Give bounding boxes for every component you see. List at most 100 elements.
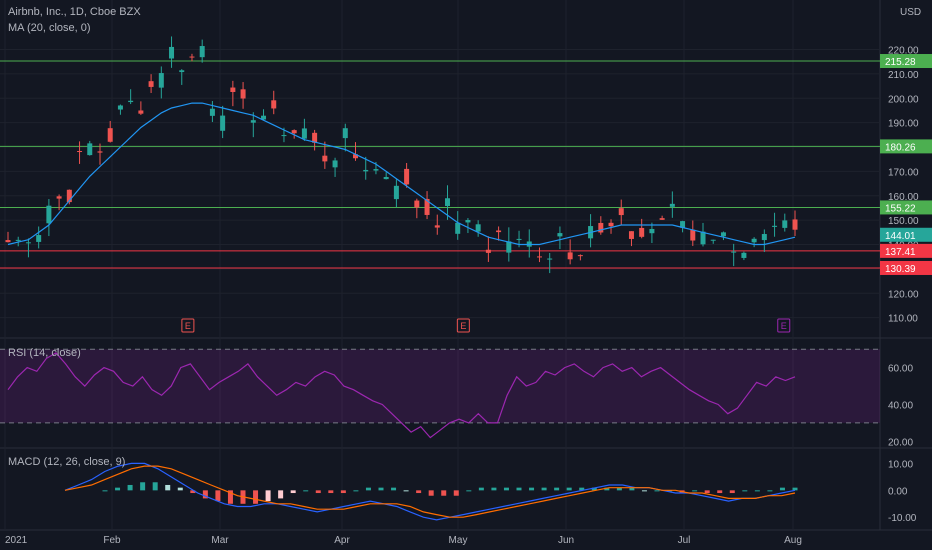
- candle-body[interactable]: [618, 208, 624, 216]
- candle-body[interactable]: [792, 219, 798, 230]
- candle-body[interactable]: [383, 176, 389, 180]
- candle-body[interactable]: [659, 218, 665, 220]
- candle-body[interactable]: [669, 203, 675, 207]
- candle-body[interactable]: [731, 251, 737, 253]
- candle-body[interactable]: [230, 87, 236, 92]
- rsi-line[interactable]: [7, 352, 796, 439]
- candle-body[interactable]: [148, 81, 154, 87]
- candle-body[interactable]: [199, 46, 205, 58]
- time-axis[interactable]: 2021 Feb Mar Apr May Jun Jul Aug: [5, 535, 802, 546]
- candle-body[interactable]: [690, 229, 696, 241]
- candle-body[interactable]: [741, 252, 747, 258]
- candle-body[interactable]: [312, 132, 318, 143]
- macd-tick-label: 0.00: [888, 486, 908, 497]
- ma-line[interactable]: [7, 102, 796, 246]
- candle-body[interactable]: [56, 196, 62, 199]
- candle-body[interactable]: [536, 256, 542, 258]
- macd-histogram-bar: [579, 487, 585, 491]
- candle-body[interactable]: [25, 242, 31, 244]
- candle-body[interactable]: [117, 105, 123, 110]
- candle-body[interactable]: [46, 205, 52, 224]
- candle-body[interactable]: [138, 110, 144, 114]
- candle-body[interactable]: [77, 151, 83, 153]
- candle-body[interactable]: [639, 227, 645, 237]
- candle-body[interactable]: [36, 235, 42, 242]
- candle-body[interactable]: [557, 233, 563, 237]
- candle-body[interactable]: [547, 258, 553, 260]
- candle-body[interactable]: [475, 224, 481, 232]
- candle-body[interactable]: [567, 252, 573, 260]
- candle-body[interactable]: [465, 220, 471, 223]
- candle-body[interactable]: [608, 222, 614, 227]
- candle-body[interactable]: [373, 169, 379, 171]
- macd-histogram-bar: [290, 490, 296, 494]
- candle-body[interactable]: [158, 73, 164, 88]
- candle-body[interactable]: [577, 255, 583, 257]
- candle-body[interactable]: [455, 222, 461, 234]
- candle-body[interactable]: [322, 155, 328, 162]
- candle-body[interactable]: [240, 89, 246, 99]
- rsi-label[interactable]: RSI (14, close): [8, 347, 81, 359]
- candle-body[interactable]: [363, 169, 369, 172]
- earnings-marker[interactable]: [456, 318, 470, 333]
- candle-body[interactable]: [271, 100, 277, 109]
- candle-body[interactable]: [516, 238, 522, 240]
- candle-body[interactable]: [353, 154, 359, 159]
- price-axis[interactable]: 220.00210.00200.00190.00180.00170.00160.…: [880, 46, 932, 525]
- candle-body[interactable]: [700, 231, 706, 245]
- candle-body[interactable]: [710, 239, 716, 241]
- candle-body[interactable]: [444, 198, 450, 207]
- earnings-marker[interactable]: [777, 318, 791, 333]
- candle-body[interactable]: [782, 220, 788, 228]
- candle-body[interactable]: [332, 160, 338, 168]
- candle-body[interactable]: [649, 228, 655, 234]
- candle-body[interactable]: [128, 100, 134, 103]
- ma-indicator-label[interactable]: MA (20, close, 0): [8, 22, 91, 34]
- candle-body[interactable]: [179, 70, 185, 73]
- macd-histogram-bar: [529, 487, 535, 491]
- macd-histogram-bar: [115, 487, 121, 491]
- candle-body[interactable]: [66, 189, 72, 203]
- candle-body[interactable]: [97, 151, 103, 153]
- candle-body[interactable]: [506, 241, 512, 253]
- candle-body[interactable]: [761, 234, 767, 241]
- candle-body[interactable]: [5, 240, 11, 243]
- candle-body[interactable]: [496, 230, 502, 233]
- candle-body[interactable]: [680, 221, 686, 228]
- candle-body[interactable]: [404, 168, 410, 185]
- candle-body[interactable]: [301, 128, 307, 139]
- candle-body[interactable]: [434, 225, 440, 228]
- candle-body[interactable]: [424, 198, 430, 215]
- macd-panel[interactable]: [64, 462, 798, 521]
- macd-line[interactable]: [64, 462, 796, 521]
- macd-label[interactable]: MACD (12, 26, close, 9): [8, 456, 125, 468]
- currency-label[interactable]: USD: [900, 7, 921, 18]
- candle-body[interactable]: [281, 135, 287, 137]
- candle-body[interactable]: [87, 143, 93, 156]
- earnings-marker[interactable]: [181, 318, 195, 333]
- candle-body[interactable]: [209, 108, 215, 116]
- candle-body[interactable]: [598, 222, 604, 233]
- last-price-label: 144.01: [885, 231, 916, 242]
- candle-body[interactable]: [189, 56, 195, 58]
- candle-body[interactable]: [414, 200, 420, 208]
- price-tick-label: 200.00: [888, 94, 919, 105]
- candle-body[interactable]: [485, 249, 491, 253]
- rsi-panel[interactable]: [0, 348, 880, 439]
- macd-histogram-bar: [629, 487, 635, 491]
- candle-body[interactable]: [720, 232, 726, 237]
- candle-body[interactable]: [628, 231, 634, 239]
- candle-body[interactable]: [250, 120, 256, 123]
- candle-body[interactable]: [342, 128, 348, 139]
- candle-body[interactable]: [291, 130, 297, 134]
- candle-body[interactable]: [220, 115, 226, 131]
- candle-body[interactable]: [107, 128, 113, 142]
- candle-body[interactable]: [751, 238, 757, 243]
- candle-body[interactable]: [15, 239, 21, 241]
- candle-body[interactable]: [393, 185, 399, 200]
- candle-body[interactable]: [261, 115, 267, 120]
- candle-body[interactable]: [169, 46, 175, 59]
- candle-body[interactable]: [772, 225, 778, 227]
- signal-line[interactable]: [64, 465, 796, 518]
